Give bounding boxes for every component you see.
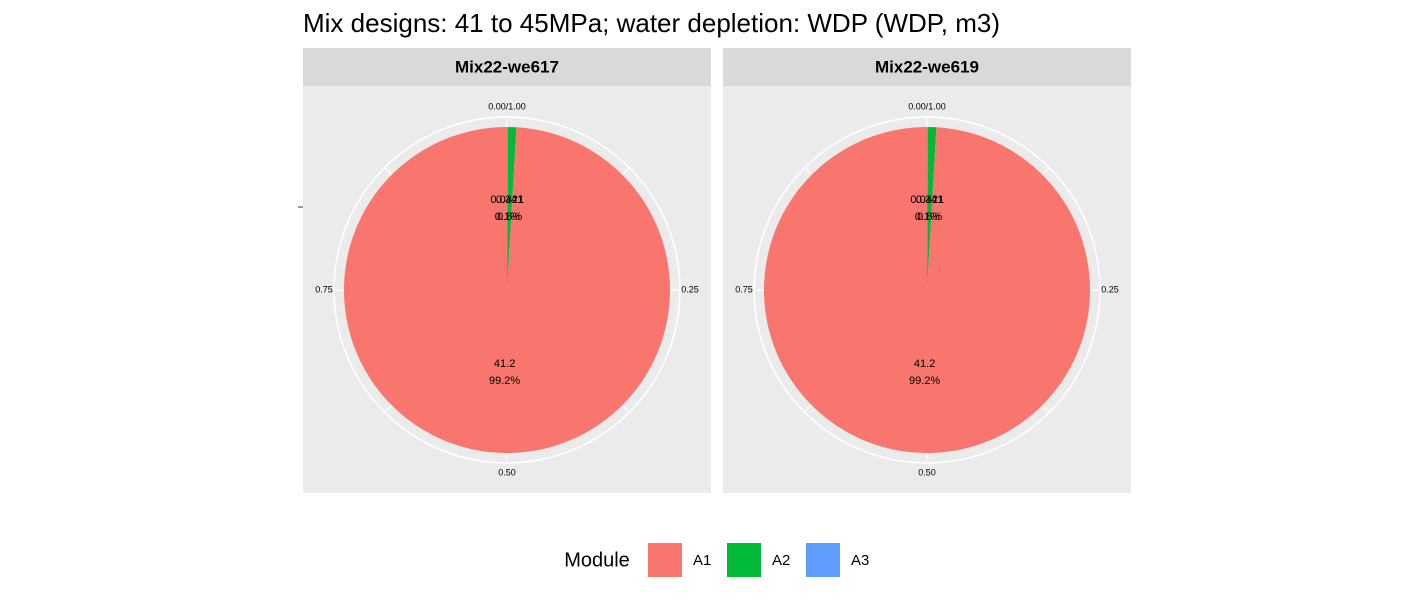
legend-label: A1 bbox=[693, 552, 711, 569]
value-label: 0.0421 bbox=[490, 194, 524, 206]
grid-circle bbox=[333, 116, 681, 464]
angle-tick-label: 0.75 bbox=[315, 284, 333, 294]
pie-slice bbox=[927, 127, 937, 290]
percent-label: 0.1% bbox=[915, 211, 940, 223]
pie-slice bbox=[763, 127, 1090, 453]
strip-background bbox=[303, 48, 711, 86]
angle-tick-label: 0.75 bbox=[735, 284, 753, 294]
strip-background bbox=[723, 48, 1131, 86]
value-label: 41.2 bbox=[494, 358, 515, 370]
chart-title: Mix designs: 41 to 45MPa; water depletio… bbox=[303, 8, 1000, 38]
grid-circle bbox=[753, 116, 1101, 464]
value-label: 0.341 bbox=[916, 194, 944, 206]
pie-slice bbox=[507, 127, 509, 290]
value-label: 0.0421 bbox=[910, 194, 944, 206]
legend-title: Module bbox=[564, 549, 630, 571]
angle-tick-label: 0.25 bbox=[681, 284, 699, 294]
strip-label: Mix22-we619 bbox=[875, 57, 979, 76]
legend-key bbox=[727, 543, 761, 577]
angle-tick-label: 0.00/1.00 bbox=[488, 101, 526, 111]
percent-label: 0.1% bbox=[495, 211, 520, 223]
value-label: 41.2 bbox=[914, 358, 935, 370]
percent-label: 0.8% bbox=[497, 211, 522, 223]
pie-slice bbox=[927, 127, 929, 290]
angle-tick-label: 0.50 bbox=[498, 467, 516, 477]
legend-label: A3 bbox=[851, 552, 869, 569]
angle-tick-label: 0.25 bbox=[1101, 284, 1119, 294]
legend-key bbox=[648, 543, 682, 577]
percent-label: 0.8% bbox=[917, 211, 942, 223]
angle-tick-label: 0.50 bbox=[918, 467, 936, 477]
pie-slice bbox=[343, 127, 670, 453]
percent-label: 99.2% bbox=[489, 375, 520, 387]
legend-label: A2 bbox=[772, 552, 790, 569]
pie-slice bbox=[507, 127, 517, 290]
percent-label: 99.2% bbox=[909, 375, 940, 387]
legend-key bbox=[806, 543, 840, 577]
angle-tick-label: 0.00/1.00 bbox=[908, 101, 946, 111]
value-label: 0.341 bbox=[496, 194, 524, 206]
strip-label: Mix22-we617 bbox=[455, 57, 559, 76]
